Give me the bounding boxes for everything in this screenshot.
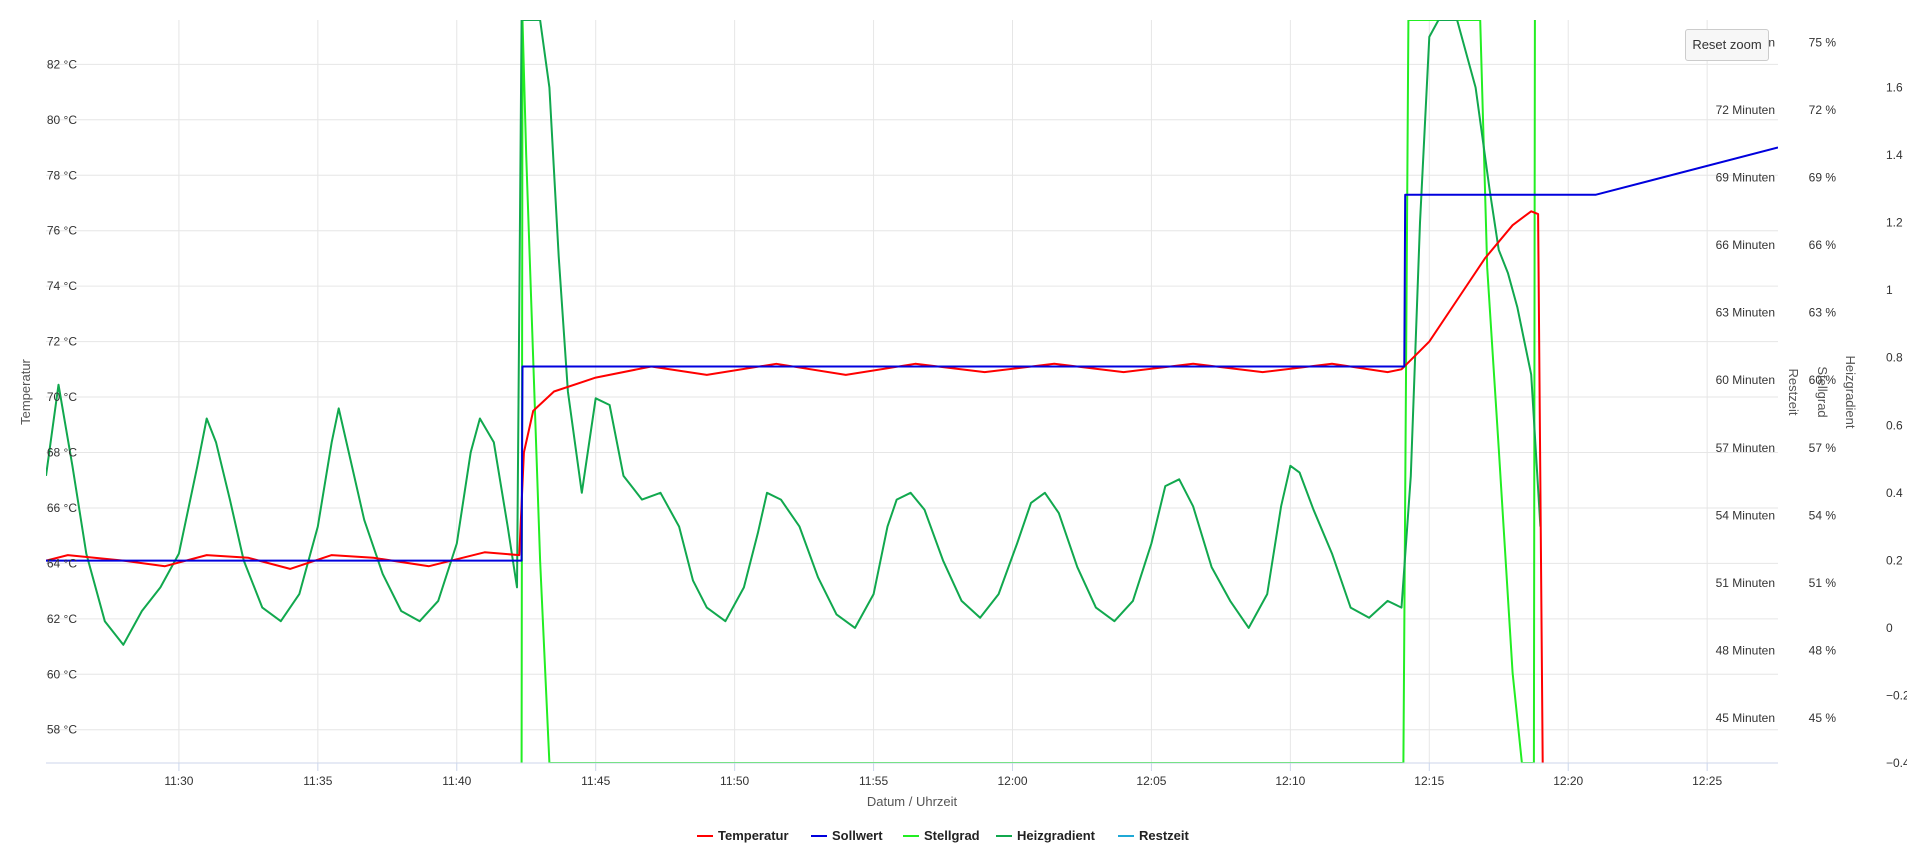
y-tick-temperature: 70 °C bbox=[47, 390, 77, 404]
y-tick-restzeit: 57 Minuten bbox=[1716, 441, 1775, 455]
series-line-stellgrad[interactable] bbox=[520, 20, 1536, 763]
y-axis-title-stellgrad: Stellgrad bbox=[1815, 366, 1830, 417]
legend-label: Restzeit bbox=[1139, 828, 1190, 843]
grid bbox=[46, 20, 1778, 763]
y-tick-heizgradient: 0.2 bbox=[1886, 553, 1903, 567]
y-tick-stellgrad: 45 % bbox=[1809, 711, 1837, 725]
y-tick-stellgrad: 75 % bbox=[1809, 36, 1837, 50]
y-tick-restzeit: 60 Minuten bbox=[1716, 373, 1775, 387]
y-tick-heizgradient: 0.6 bbox=[1886, 418, 1903, 432]
x-tick-label: 11:35 bbox=[303, 774, 332, 788]
y-tick-restzeit: 51 Minuten bbox=[1716, 576, 1775, 590]
y-axis-title-temperature: Temperatur bbox=[18, 358, 33, 424]
legend-item-temperatur[interactable]: Temperatur bbox=[697, 828, 789, 843]
x-tick-label: 11:30 bbox=[164, 774, 193, 788]
x-tick-label: 11:45 bbox=[581, 774, 610, 788]
y-tick-restzeit: 72 Minuten bbox=[1716, 103, 1775, 117]
x-axis-title: Datum / Uhrzeit bbox=[867, 794, 958, 809]
x-tick-label: 12:20 bbox=[1553, 774, 1583, 788]
y-tick-temperature: 78 °C bbox=[47, 168, 77, 182]
y-tick-temperature: 82 °C bbox=[47, 57, 77, 71]
y-tick-temperature: 66 °C bbox=[47, 501, 77, 515]
legend-label: Heizgradient bbox=[1017, 828, 1096, 843]
y-tick-heizgradient: 1 bbox=[1886, 283, 1893, 297]
y-tick-temperature: 62 °C bbox=[47, 612, 77, 626]
y-tick-restzeit: 45 Minuten bbox=[1716, 711, 1775, 725]
y-tick-heizgradient: 1.6 bbox=[1886, 81, 1903, 95]
y-tick-restzeit: 66 Minuten bbox=[1716, 238, 1775, 252]
x-tick-label: 12:05 bbox=[1136, 774, 1166, 788]
y-tick-stellgrad: 54 % bbox=[1809, 508, 1837, 522]
y-tick-temperature: 72 °C bbox=[47, 335, 77, 349]
y-tick-restzeit: 54 Minuten bbox=[1716, 508, 1775, 522]
reset-zoom-button[interactable]: Reset zoom bbox=[1685, 29, 1769, 61]
y-tick-heizgradient: 0.8 bbox=[1886, 351, 1903, 365]
y-tick-stellgrad: 48 % bbox=[1809, 643, 1837, 657]
y-tick-stellgrad: 63 % bbox=[1809, 306, 1837, 320]
series-line-heizgradient[interactable] bbox=[46, 20, 1542, 646]
y-tick-restzeit: 48 Minuten bbox=[1716, 643, 1775, 657]
y-tick-temperature: 58 °C bbox=[47, 723, 77, 737]
y-tick-stellgrad: 60 % bbox=[1809, 373, 1837, 387]
x-tick-label: 12:10 bbox=[1275, 774, 1305, 788]
y-tick-heizgradient: −0.4 bbox=[1886, 756, 1907, 770]
y-tick-stellgrad: 57 % bbox=[1809, 441, 1837, 455]
legend[interactable]: Temperatur Sollwert Stellgrad Heizgradient R… bbox=[697, 828, 1190, 843]
y-tick-temperature: 60 °C bbox=[47, 667, 77, 681]
y-tick-temperature: 74 °C bbox=[47, 279, 77, 293]
y-tick-stellgrad: 66 % bbox=[1809, 238, 1837, 252]
y-axis-title-restzeit: Restzeit bbox=[1786, 369, 1801, 416]
y-axis-title-heizgradient: Heizgradient bbox=[1843, 356, 1858, 429]
y-tick-temperature: 80 °C bbox=[47, 113, 77, 127]
x-tick-label: 11:55 bbox=[859, 774, 888, 788]
series-layer bbox=[46, 20, 1778, 763]
y-tick-heizgradient: 0 bbox=[1886, 621, 1893, 635]
y-tick-heizgradient: 1.2 bbox=[1886, 216, 1903, 230]
y-tick-temperature: 68 °C bbox=[47, 445, 77, 459]
legend-item-heizgradient[interactable]: Heizgradient bbox=[996, 828, 1096, 843]
x-tick-label: 12:25 bbox=[1692, 774, 1722, 788]
y-tick-heizgradient: 1.4 bbox=[1886, 148, 1903, 162]
y-tick-heizgradient: −0.2 bbox=[1886, 688, 1907, 702]
y-tick-stellgrad: 51 % bbox=[1809, 576, 1837, 590]
y-tick-heizgradient: 0.4 bbox=[1886, 486, 1903, 500]
x-tick-label: 11:40 bbox=[442, 774, 471, 788]
legend-item-restzeit[interactable]: Restzeit bbox=[1118, 828, 1190, 843]
y-tick-restzeit: 69 Minuten bbox=[1716, 171, 1775, 185]
x-tick-label: 12:15 bbox=[1414, 774, 1444, 788]
series-line-temperatur[interactable] bbox=[46, 210, 1544, 763]
series-line-sollwert[interactable] bbox=[46, 146, 1778, 562]
y-tick-restzeit: 63 Minuten bbox=[1716, 306, 1775, 320]
legend-item-stellgrad[interactable]: Stellgrad bbox=[903, 828, 980, 843]
legend-label: Sollwert bbox=[832, 828, 883, 843]
legend-label: Temperatur bbox=[718, 828, 789, 843]
y-tick-stellgrad: 69 % bbox=[1809, 171, 1837, 185]
x-tick-label: 11:50 bbox=[720, 774, 749, 788]
y-tick-temperature: 76 °C bbox=[47, 224, 77, 238]
legend-item-sollwert[interactable]: Sollwert bbox=[811, 828, 883, 843]
axes: 82 °C 80 °C 78 °C 76 °C 74 °C 72 °C 70 °C 68 °C… bbox=[18, 36, 1907, 809]
legend-label: Stellgrad bbox=[924, 828, 980, 843]
y-tick-stellgrad: 72 % bbox=[1809, 103, 1837, 117]
y-tick-temperature: 64 °C bbox=[47, 556, 77, 570]
x-tick-label: 12:00 bbox=[997, 774, 1027, 788]
